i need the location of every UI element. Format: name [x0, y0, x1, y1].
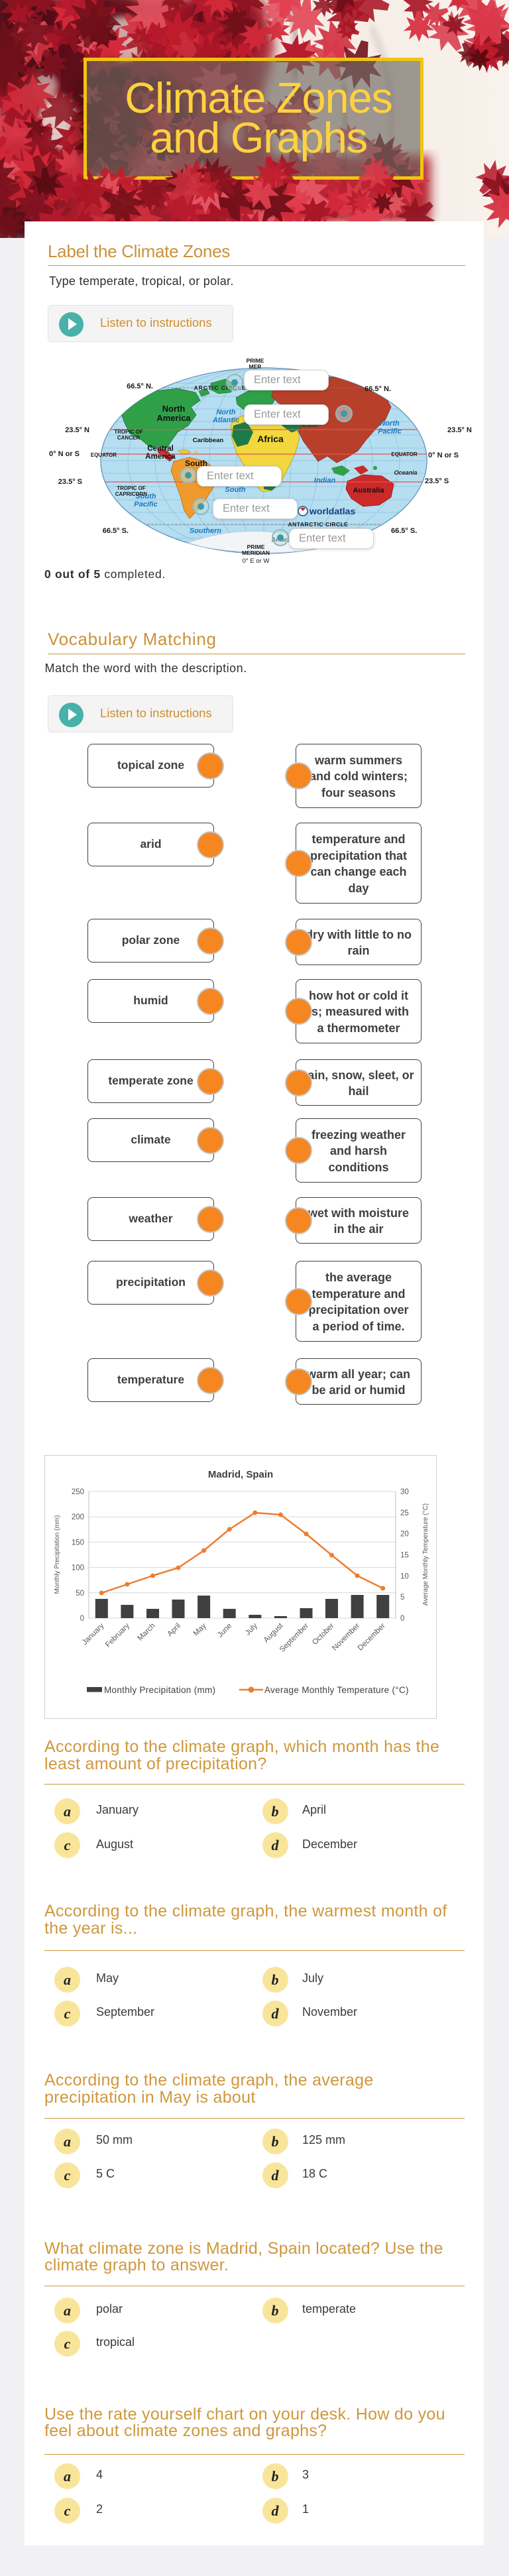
svg-text:South: South — [185, 459, 207, 468]
svg-text:25: 25 — [400, 1509, 409, 1517]
svg-text:23.5° N: 23.5° N — [447, 426, 472, 434]
svg-text:PRIME: PRIME — [247, 544, 265, 550]
svg-text:CAPRICORN: CAPRICORN — [115, 491, 148, 497]
svg-text:30: 30 — [400, 1488, 409, 1496]
svg-text:0° N or S: 0° N or S — [49, 450, 80, 458]
svg-text:Average Monthly Temperature: Average Monthly Temperature (°C) — [422, 1503, 429, 1606]
svg-text:Indian: Indian — [314, 477, 336, 485]
svg-text:Atlantic: Atlantic — [212, 416, 239, 424]
svg-text:Africa: Africa — [257, 434, 284, 444]
svg-text:America: America — [156, 413, 191, 423]
svg-text:66.5° N.: 66.5° N. — [365, 385, 391, 393]
svg-text:worldatlas: worldatlas — [309, 506, 355, 516]
svg-text:200: 200 — [72, 1513, 84, 1521]
svg-text:ANTARCTIC CIRCLE: ANTARCTIC CIRCLE — [288, 521, 349, 528]
svg-text:50: 50 — [76, 1590, 84, 1598]
svg-text:23.5° S: 23.5° S — [425, 477, 449, 485]
svg-text:150: 150 — [72, 1539, 84, 1547]
svg-text:PRIME: PRIME — [247, 357, 264, 364]
svg-text:0° N or S: 0° N or S — [428, 451, 459, 459]
svg-text:TROPIC OF: TROPIC OF — [117, 485, 146, 491]
svg-text:South: South — [135, 493, 156, 500]
svg-text:EQUATOR: EQUATOR — [91, 452, 117, 458]
svg-text:Australia: Australia — [353, 487, 384, 495]
svg-text:250: 250 — [72, 1488, 84, 1496]
svg-text:5: 5 — [400, 1594, 404, 1602]
svg-text:North: North — [162, 404, 186, 414]
svg-text:Climate Zones: Climate Zones — [125, 74, 392, 122]
svg-text:Monthly Precipitation (mm): Monthly Precipitation (mm) — [54, 1515, 61, 1594]
svg-text:66.5° N.: 66.5° N. — [127, 382, 153, 390]
svg-text:Madrid, Spain: Madrid, Spain — [208, 1469, 273, 1480]
svg-text:66.5° S.: 66.5° S. — [103, 527, 129, 535]
svg-text:South: South — [225, 486, 245, 494]
svg-text:CANCER: CANCER — [117, 435, 140, 441]
svg-text:America: America — [145, 453, 176, 461]
svg-text:Caribbean: Caribbean — [193, 437, 224, 444]
svg-text:0° E or W: 0° E or W — [243, 557, 270, 565]
svg-text:20: 20 — [400, 1531, 409, 1539]
svg-text:ARCTIC CIRCLE: ARCTIC CIRCLE — [194, 384, 246, 391]
svg-text:0: 0 — [400, 1615, 404, 1623]
svg-text:Southern: Southern — [190, 527, 222, 535]
svg-text:Pacific: Pacific — [378, 428, 401, 436]
svg-text:MERIDIAN: MERIDIAN — [242, 550, 270, 556]
svg-text:Central: Central — [147, 445, 174, 453]
svg-text:MER: MER — [249, 363, 262, 370]
svg-text:Monthly Precipitation (mm): Monthly Precipitation (mm) — [104, 1685, 215, 1695]
svg-text:15: 15 — [400, 1552, 409, 1560]
svg-text:North: North — [380, 420, 400, 428]
svg-text:Average Monthly Temperature (: Average Monthly Temperature (°C) — [264, 1685, 409, 1695]
svg-text:23.5° N: 23.5° N — [65, 426, 89, 434]
svg-text:23.5° S: 23.5° S — [58, 478, 82, 486]
svg-text:0: 0 — [80, 1615, 84, 1623]
svg-text:Oceania: Oceania — [394, 469, 417, 476]
svg-text:and Graphs: and Graphs — [150, 113, 367, 162]
svg-text:EQUATOR: EQUATOR — [391, 451, 417, 457]
svg-text:TROPIC OF: TROPIC OF — [114, 429, 143, 435]
svg-text:10: 10 — [400, 1572, 409, 1580]
svg-text:66.5° S.: 66.5° S. — [391, 527, 417, 535]
svg-text:North: North — [216, 408, 236, 416]
svg-text:100: 100 — [72, 1564, 84, 1572]
svg-text:Pacific: Pacific — [134, 500, 157, 508]
